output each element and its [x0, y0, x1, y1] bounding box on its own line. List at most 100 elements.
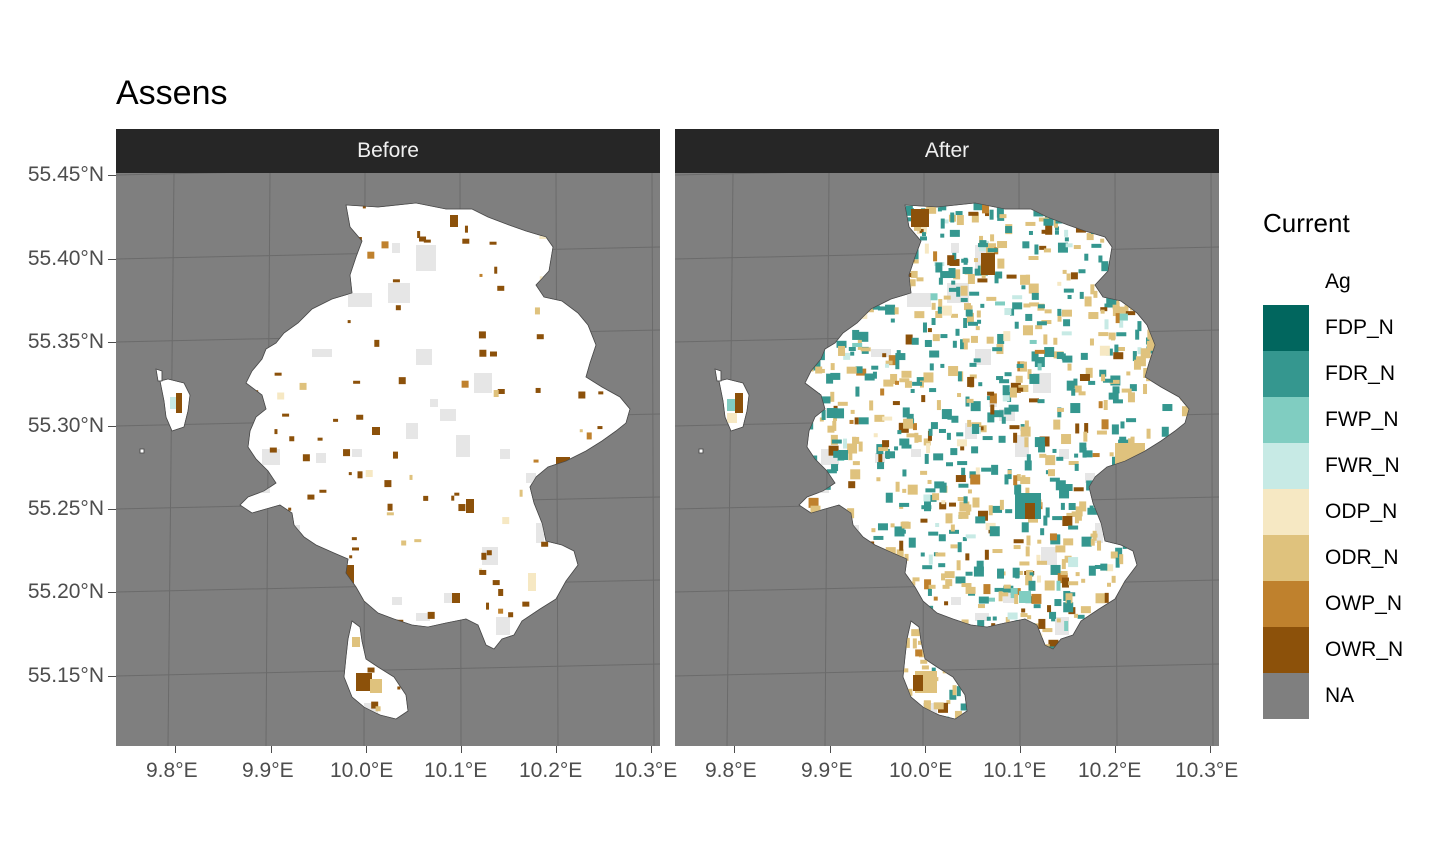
land-cover-cell [940, 271, 951, 279]
land-cover-cell [998, 435, 1006, 443]
land-cover-cell [904, 380, 912, 388]
land-cover-cell [1092, 453, 1100, 458]
land-cover-cell [289, 436, 295, 442]
land-cover-cell [1100, 307, 1108, 312]
land-cover-cell [1068, 525, 1079, 530]
land-cover-cell [848, 346, 856, 351]
land-cover-cell [919, 236, 927, 241]
x-tick-mark [734, 746, 735, 753]
land-cover-cell [1074, 385, 1082, 393]
land-cover-cell [528, 573, 536, 591]
land-cover-cell [952, 685, 957, 696]
land-cover-cell [1112, 302, 1120, 310]
land-cover-cell [888, 355, 896, 366]
land-cover-cell [386, 512, 394, 516]
land-cover-cell [948, 366, 959, 377]
land-cover-cell [1056, 618, 1061, 623]
land-cover-cell [343, 449, 351, 457]
land-cover-cell [977, 604, 985, 609]
land-cover-cell [1019, 561, 1030, 566]
land-cover-cell [1104, 592, 1109, 603]
land-cover-cell [1064, 620, 1069, 631]
excluded-cell [1003, 593, 1015, 603]
land-cover-cell [967, 273, 975, 284]
land-cover-cell [398, 377, 406, 385]
land-cover-cell [957, 393, 962, 398]
land-cover-cell [920, 470, 928, 475]
land-cover-cell [352, 637, 360, 647]
land-cover-cell [899, 540, 904, 551]
land-cover-cell [956, 432, 964, 437]
land-cover-cell [1057, 407, 1062, 418]
land-cover-cell [1102, 378, 1113, 383]
land-cover-cell [965, 534, 976, 539]
land-cover-cell [923, 372, 934, 383]
land-cover-cell [1043, 334, 1048, 345]
land-cover-cell [1028, 398, 1039, 403]
excluded-cell [430, 399, 438, 407]
land-cover-cell [858, 417, 869, 425]
land-cover-cell [962, 266, 973, 274]
land-cover-cell [1052, 448, 1057, 453]
land-cover-cell [995, 301, 1006, 306]
land-cover-cell [288, 507, 292, 511]
land-cover-cell [478, 331, 486, 339]
x-tick-mark [830, 746, 831, 753]
land-cover-cell [357, 471, 363, 479]
land-cover-cell [969, 362, 977, 367]
land-cover-cell [1014, 321, 1019, 329]
land-cover-cell [367, 667, 375, 673]
land-cover-cell [1053, 337, 1058, 345]
land-cover-cell [908, 279, 916, 287]
land-cover-cell [1119, 554, 1124, 565]
land-cover-cell [946, 432, 951, 440]
land-cover-cell [1048, 639, 1059, 647]
land-cover-cell [960, 446, 965, 451]
land-cover-cell [917, 435, 922, 443]
land-cover-cell [1056, 352, 1064, 360]
land-cover-cell [973, 358, 981, 363]
legend: Current Ag FDP_N FDR_N FWP_N FWR_N ODP_N… [1263, 208, 1403, 719]
land-cover-cell [1115, 547, 1123, 558]
land-cover-cell [997, 333, 1005, 344]
land-cover-cell [958, 483, 969, 488]
land-cover-cell [1009, 425, 1020, 430]
land-cover-cell [1031, 292, 1039, 300]
land-cover-cell [912, 423, 917, 431]
land-cover-cell [982, 436, 993, 441]
land-cover-cell [371, 701, 379, 709]
land-cover-cell [479, 273, 483, 277]
land-cover-cell [960, 339, 965, 350]
land-cover-cell [1027, 615, 1032, 620]
land-cover-cell [834, 375, 839, 380]
land-cover-cell [387, 503, 393, 511]
land-cover-cell [901, 668, 909, 673]
land-cover-cell [843, 438, 848, 449]
land-cover-cell [1110, 551, 1118, 559]
land-cover-cell [1005, 617, 1010, 625]
land-cover-cell [464, 225, 468, 233]
land-cover-cell [1029, 572, 1034, 577]
land-cover-cell [944, 571, 955, 579]
land-cover-cell [1012, 567, 1020, 578]
land-cover-cell [931, 667, 936, 672]
land-cover-cell [890, 318, 895, 323]
land-cover-cell [579, 429, 583, 433]
land-cover-cell [955, 576, 966, 584]
land-cover-cell [961, 258, 969, 263]
land-cover-cell [519, 489, 523, 497]
land-cover-cell [956, 560, 961, 571]
land-cover-cell [586, 432, 592, 440]
land-cover-cell [894, 307, 899, 315]
land-cover-cell [727, 399, 735, 411]
land-cover-cell [940, 334, 948, 339]
land-cover-cell [1004, 308, 1012, 316]
land-cover-cell [1054, 230, 1059, 235]
land-cover-cell [940, 363, 945, 368]
facet-label-before: Before [357, 139, 419, 162]
land-cover-cell [912, 638, 917, 649]
land-cover-cell [1101, 374, 1106, 382]
land-cover-cell [170, 397, 176, 409]
land-cover-cell [955, 475, 966, 483]
land-cover-cell [1125, 311, 1136, 316]
